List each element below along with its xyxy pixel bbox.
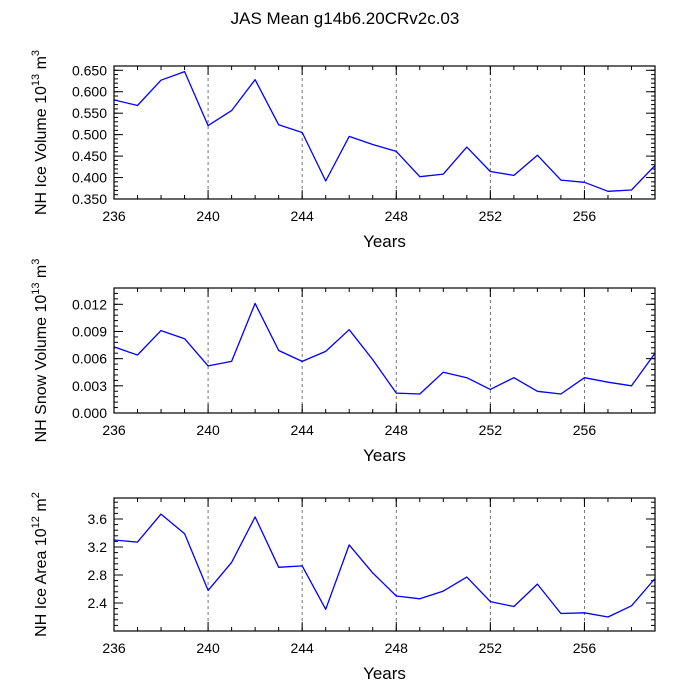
panel-1-x-tick-label: 252: [479, 208, 503, 224]
panel-2-series-line: [113, 302, 656, 395]
panel-2-x-tick-label: 240: [196, 422, 220, 438]
panel-2-x-tick-label: 256: [573, 422, 597, 438]
panel-1-y-tick-label: 0.550: [72, 105, 107, 121]
panel-2-y-tick-label: 0.012: [72, 296, 107, 312]
panel-3-y-tick-label: 3.2: [88, 539, 108, 555]
panel-2-x-tick-label: 252: [479, 422, 503, 438]
panel-3-series-line: [113, 513, 656, 618]
panel-1-y-tick-label: 0.600: [72, 84, 107, 100]
y-axis-label-text: m: [33, 56, 50, 74]
panel-3-x-tick-label: 248: [385, 640, 409, 656]
panel-1-y-tick-label: 0.450: [72, 148, 107, 164]
panel-3-y-tick-label: 2.8: [88, 567, 108, 583]
y-axis-label-superscript: 3: [30, 259, 42, 265]
panel-3-plot-frame: [113, 497, 656, 632]
y-axis-label-superscript: 13: [30, 74, 42, 86]
panel-3-x-tick-label: 252: [479, 640, 503, 656]
y-axis-label-superscript: 12: [30, 516, 42, 528]
panel-1-x-tick-label: 236: [102, 208, 126, 224]
chart-title: JAS Mean g14b6.20CRv2c.03: [231, 9, 460, 28]
panel-2-y-tick-label: 0.003: [72, 378, 107, 394]
panel-2-plot-frame: [113, 287, 656, 414]
y-axis-label-text: m: [33, 265, 50, 283]
y-axis-label-superscript: 3: [30, 50, 42, 56]
panel-3-x-tick-label: 236: [102, 640, 126, 656]
panel-2-x-axis-label: Years: [363, 446, 406, 465]
panel-1-x-tick-label: 256: [573, 208, 597, 224]
panel-3-x-tick-label: 256: [573, 640, 597, 656]
panel-3-x-axis-label: Years: [363, 664, 406, 683]
panel-2-x-tick-label: 236: [102, 422, 126, 438]
panel-1-y-tick-label: 0.500: [72, 127, 107, 143]
panel-1-y-axis-label: NH Ice Volume 1013 m3: [30, 50, 50, 215]
panel-3-y-tick-label: 2.4: [88, 595, 108, 611]
y-axis-label-text: m: [33, 498, 50, 516]
y-axis-label-superscript: 2: [30, 492, 42, 498]
panel-2-y-axis-label: NH Snow Volume 1013 m3: [30, 259, 50, 443]
panel-1-y-tick-label: 0.350: [72, 191, 107, 207]
panel-3-x-tick-label: 240: [196, 640, 220, 656]
panel-1-series-line: [113, 70, 656, 192]
panel-1-x-tick-label: 248: [385, 208, 409, 224]
panel-3-x-tick-label: 244: [290, 640, 314, 656]
panel-2-y-tick-label: 0.006: [72, 351, 107, 367]
panel-1-x-axis-label: Years: [363, 232, 406, 251]
panel-2-x-tick-label: 244: [290, 422, 314, 438]
panel-3-y-tick-label: 3.6: [88, 511, 108, 527]
panel-1-x-tick-label: 240: [196, 208, 220, 224]
panel-1-plot-frame: [113, 65, 656, 200]
panel-2-y-tick-label: 0.000: [72, 405, 107, 421]
panel-2-y-tick-label: 0.009: [72, 323, 107, 339]
y-axis-label-text: NH Ice Volume 10: [33, 86, 50, 215]
y-axis-label-text: NH Snow Volume 10: [33, 295, 50, 443]
panel-1-y-tick-label: 0.650: [72, 62, 107, 78]
y-axis-label-superscript: 13: [30, 283, 42, 295]
panel-2-x-tick-label: 248: [385, 422, 409, 438]
panel-1-y-tick-label: 0.400: [72, 170, 107, 186]
y-axis-label-text: NH Ice Area 10: [33, 528, 50, 637]
panel-1-x-tick-label: 244: [290, 208, 314, 224]
panel-3-y-axis-label: NH Ice Area 1012 m2: [30, 492, 50, 637]
